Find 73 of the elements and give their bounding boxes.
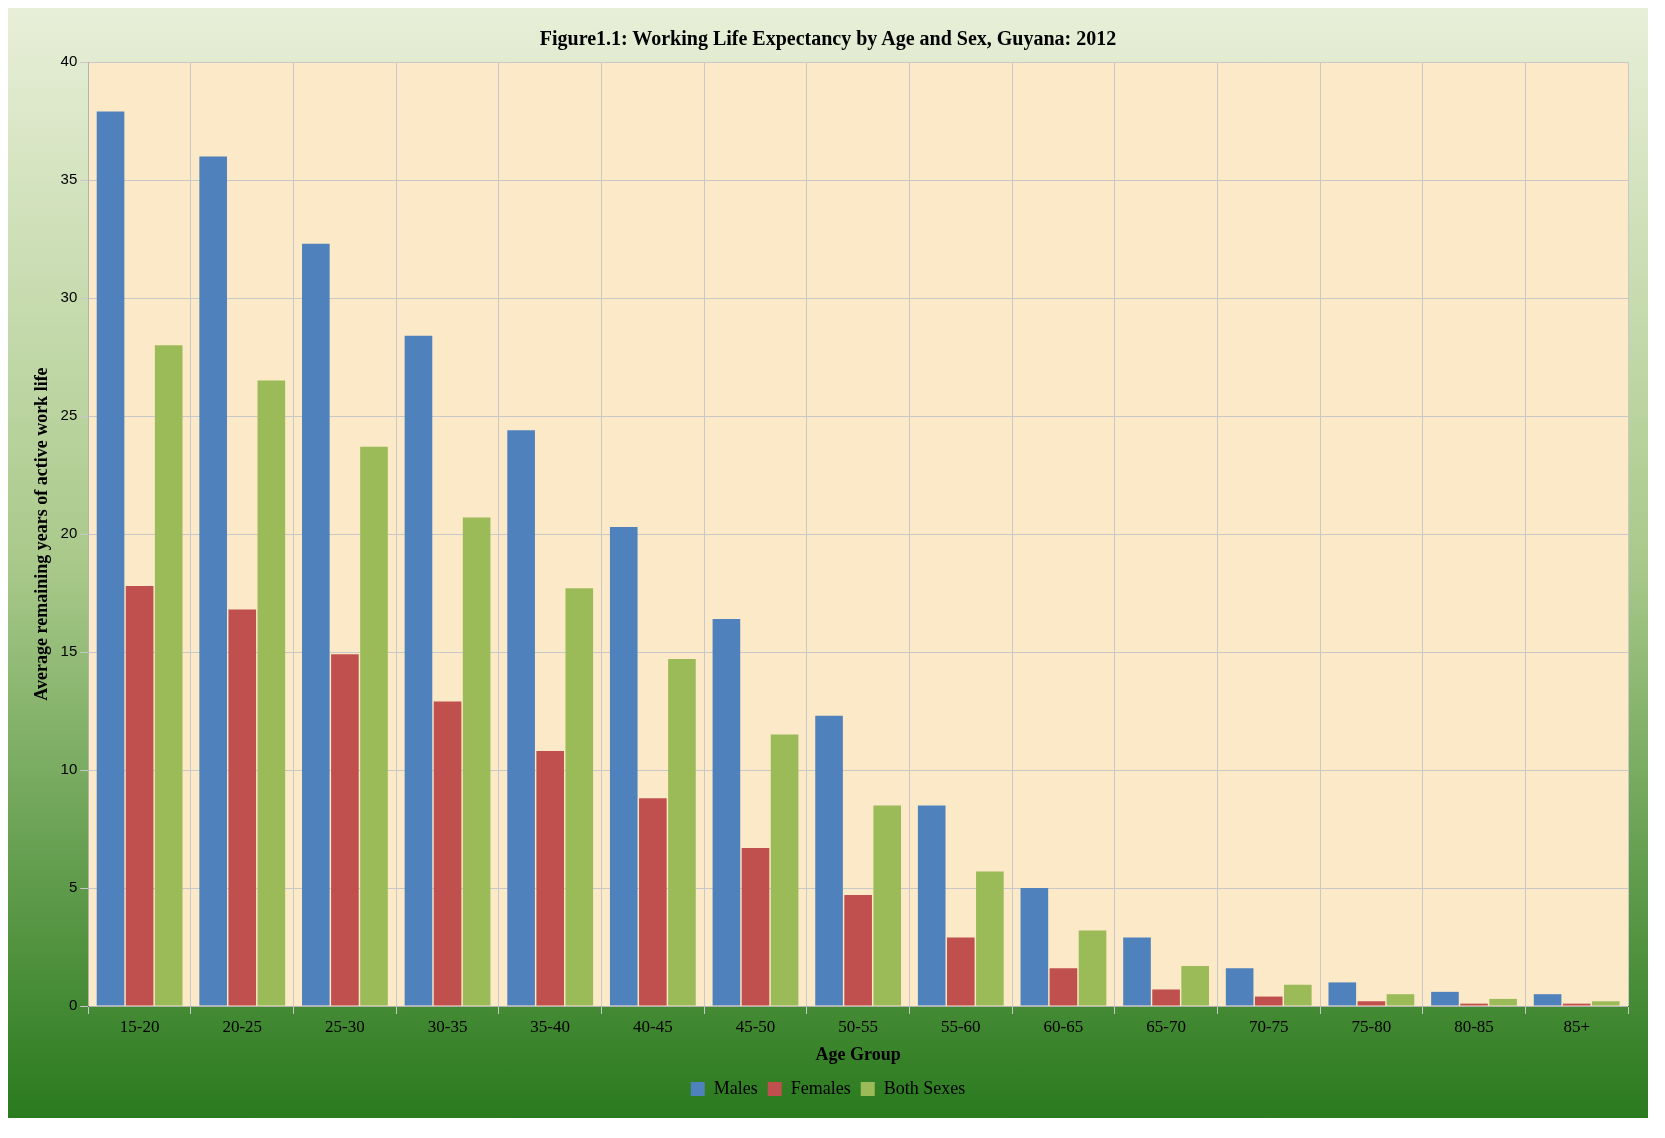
y-tick-label: 5 [68,878,78,896]
x-tick-label: 20-25 [222,1016,263,1036]
bar [257,380,286,1006]
bar [712,618,741,1006]
bar [1049,968,1078,1006]
x-axis-title: Age Group [815,1043,901,1064]
bar [199,156,227,1006]
bar [1357,1001,1386,1006]
legend-label: Females [790,1077,851,1098]
bar [1152,989,1180,1006]
x-tick-label: 45-50 [735,1016,776,1036]
legend-label: Both Sexes [883,1077,966,1098]
x-tick-label: 65-70 [1146,1016,1186,1036]
x-tick-label: 60-65 [1043,1016,1084,1036]
y-axis-title: Average remaining years of active work life [31,367,52,701]
bar [1181,965,1209,1006]
y-tick-label: 20 [60,524,78,542]
x-tick-label: 15-20 [119,1016,160,1036]
bar [462,517,491,1006]
bar [609,526,638,1006]
x-tick-label: 35-40 [530,1016,571,1036]
bar [770,734,799,1006]
bar [1386,994,1415,1006]
y-tick-label: 35 [60,170,78,188]
bar [1489,998,1517,1006]
bar [668,659,696,1006]
bar [1284,984,1312,1006]
x-tick-label: 85+ [1563,1016,1590,1036]
x-tick-label: 70-75 [1248,1016,1289,1036]
bar [741,847,770,1006]
bar [873,805,902,1006]
bar [125,585,154,1006]
bar [331,654,359,1006]
y-tick-label: 15 [60,642,78,660]
y-tick-label: 30 [60,288,78,306]
bar [815,715,843,1006]
bar [946,937,975,1006]
bar [1328,982,1357,1006]
bar [1078,930,1107,1006]
bar [1591,1001,1620,1006]
bar [507,430,535,1006]
bar [1254,996,1283,1006]
bar [1431,991,1459,1006]
chart-title: Figure1.1: Working Life Expectancy by Age and Sex, Guyana: 2012 [539,27,1117,51]
y-tick-label: 40 [60,52,78,70]
x-tick-label: 80-85 [1454,1016,1494,1036]
bar [154,345,183,1006]
bar [536,751,565,1006]
bar [1225,968,1254,1006]
bar [1123,937,1151,1006]
y-tick-label: 10 [60,760,78,778]
bar [917,805,946,1006]
y-tick-label: 25 [60,406,78,424]
legend-label: Males [713,1077,758,1098]
x-tick-label: 55-60 [940,1016,981,1036]
bar [404,335,433,1006]
x-tick-label: 40-45 [633,1016,673,1036]
bar [844,895,872,1006]
x-tick-label: 75-80 [1351,1016,1392,1036]
x-tick-label: 25-30 [325,1016,365,1036]
y-tick-label: 0 [68,996,78,1014]
bar [1533,994,1562,1006]
bar [360,446,388,1006]
bar [639,798,667,1006]
bar [433,701,462,1006]
bar [96,111,125,1006]
bar [976,871,1004,1006]
bar [302,243,330,1006]
bar [565,588,594,1006]
bar [1020,888,1049,1006]
x-tick-label: 30-35 [427,1016,468,1036]
x-tick-label: 50-55 [838,1016,878,1036]
bar [228,609,257,1006]
